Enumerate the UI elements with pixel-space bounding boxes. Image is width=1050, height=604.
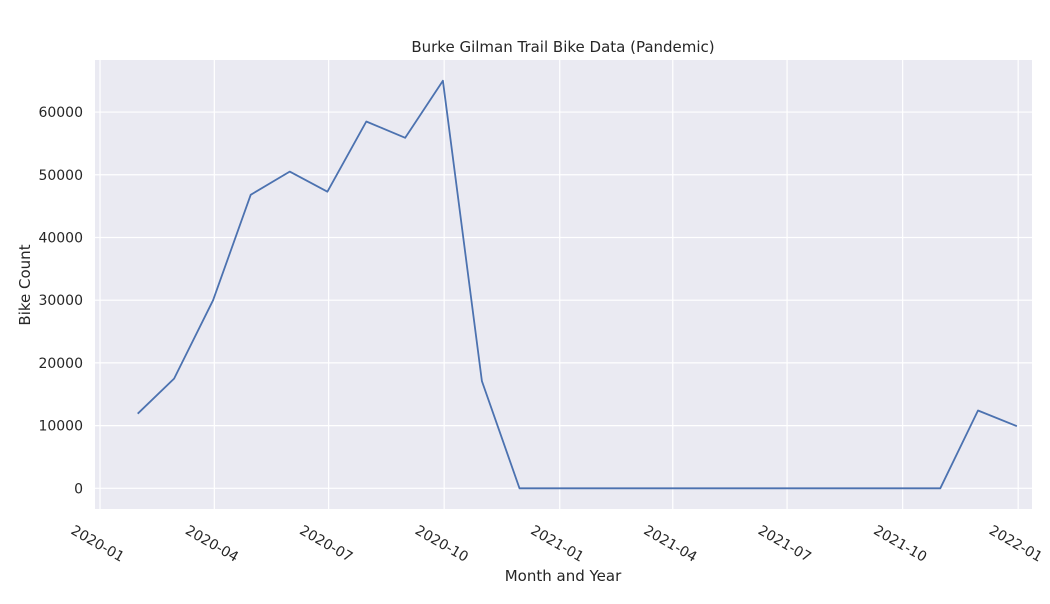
x-tick-label: 2020-01	[68, 523, 127, 566]
x-tick-label: 2022-01	[986, 523, 1045, 566]
x-tick-label: 2021-10	[871, 523, 930, 566]
plot-area	[95, 60, 1032, 509]
x-tick-label: 2020-07	[297, 523, 356, 566]
y-tick-label: 40000	[38, 230, 83, 246]
y-tick-label: 0	[74, 481, 83, 497]
x-tick-label: 2020-04	[182, 523, 241, 566]
series-line	[137, 79, 1018, 490]
grid	[95, 60, 1032, 509]
x-tick-label: 2021-01	[528, 523, 587, 566]
x-tick-label: 2021-07	[755, 523, 814, 566]
x-tick-label: 2020-10	[412, 523, 471, 566]
series-layer	[137, 79, 1018, 490]
y-tick-label: 50000	[38, 168, 83, 184]
y-tick-label: 60000	[38, 105, 83, 121]
x-tick-label: 2021-04	[641, 523, 700, 566]
x-axis-label: Month and Year	[505, 567, 622, 585]
y-tick-label: 30000	[38, 293, 83, 309]
y-tick-label: 10000	[38, 419, 83, 435]
y-axis-label: Bike Count	[16, 244, 34, 325]
chart-title: Burke Gilman Trail Bike Data (Pandemic)	[411, 38, 714, 56]
y-tick-label: 20000	[38, 356, 83, 372]
